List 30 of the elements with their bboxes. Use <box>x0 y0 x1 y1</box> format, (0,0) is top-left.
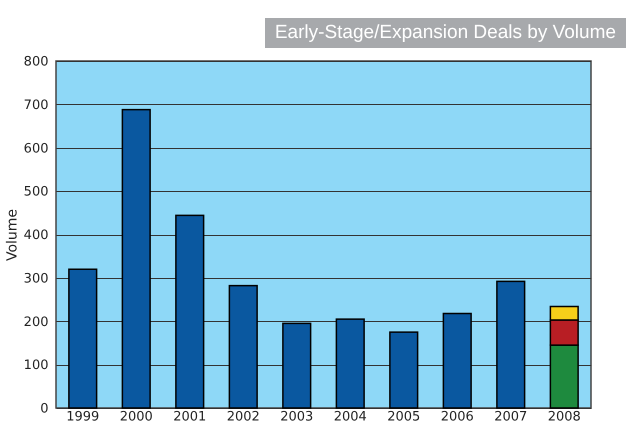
x-tick-label: 2006 <box>440 410 474 424</box>
bar <box>389 331 418 409</box>
x-tick-label: 2007 <box>494 410 528 424</box>
bar <box>122 108 151 409</box>
x-tick-label: 2000 <box>120 410 153 424</box>
x-tick-label: 2001 <box>173 410 206 424</box>
y-tick-label: 600 <box>24 141 48 156</box>
y-tick-label: 800 <box>24 54 48 70</box>
x-tick-label: 2004 <box>334 410 367 424</box>
y-tick-label: 400 <box>24 228 48 243</box>
y-axis-title: Volume <box>4 208 21 262</box>
x-tick-label: 2003 <box>280 410 314 424</box>
y-tick-label: 300 <box>24 271 48 286</box>
x-tick-label: 2008 <box>548 410 581 424</box>
bar <box>282 322 312 409</box>
y-tick-label: 100 <box>24 358 48 374</box>
y-tick-label: 200 <box>24 314 48 330</box>
y-tick-label: 500 <box>24 184 48 200</box>
y-tick-label: 700 <box>24 98 48 113</box>
y-tick-label: 0 <box>40 402 48 416</box>
x-tick-label: 2002 <box>226 410 260 424</box>
bar <box>496 280 526 409</box>
bar <box>336 318 365 409</box>
chart-title: Early-Stage/Expansion Deals by Volume <box>264 18 626 48</box>
x-tick-label: 1999 <box>66 410 100 424</box>
x-tick-label: 2005 <box>387 410 420 424</box>
bar <box>68 268 98 409</box>
bar <box>175 214 204 409</box>
bar <box>228 284 258 409</box>
bar <box>442 312 472 409</box>
